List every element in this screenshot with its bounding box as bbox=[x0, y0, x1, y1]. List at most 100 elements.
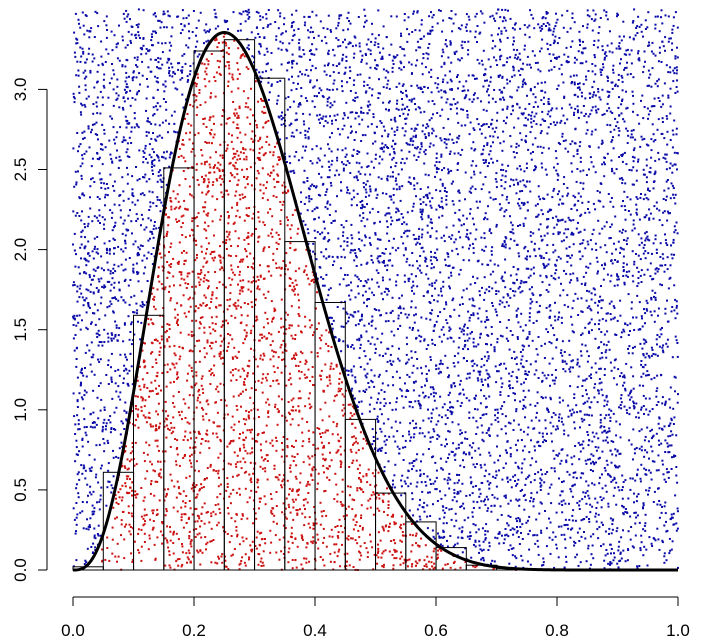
accepted-point bbox=[229, 441, 232, 444]
rejected-point bbox=[574, 542, 577, 544]
rejected-point bbox=[475, 463, 478, 465]
rejected-point bbox=[456, 76, 458, 78]
rejected-point bbox=[573, 455, 576, 458]
rejected-point bbox=[620, 112, 623, 115]
rejected-point bbox=[342, 325, 345, 328]
rejected-point bbox=[613, 366, 616, 369]
rejected-point bbox=[385, 69, 388, 72]
rejected-point bbox=[166, 10, 169, 13]
rejected-point bbox=[601, 299, 604, 302]
rejected-point bbox=[386, 293, 389, 296]
rejected-point bbox=[286, 61, 289, 64]
accepted-point bbox=[199, 316, 202, 319]
rejected-point bbox=[484, 498, 486, 501]
rejected-point bbox=[478, 307, 481, 310]
rejected-point bbox=[291, 61, 294, 64]
rejected-point bbox=[73, 31, 76, 34]
rejected-point bbox=[441, 81, 444, 83]
rejected-point bbox=[542, 557, 545, 560]
rejected-point bbox=[611, 112, 614, 114]
accepted-point bbox=[381, 525, 384, 528]
rejected-point bbox=[534, 473, 537, 475]
rejected-point bbox=[649, 166, 652, 169]
rejected-point bbox=[666, 143, 669, 146]
rejected-point bbox=[453, 308, 456, 311]
rejected-point bbox=[145, 48, 148, 50]
rejected-point bbox=[522, 83, 524, 86]
rejected-point bbox=[280, 114, 283, 117]
rejected-point bbox=[133, 126, 136, 129]
accepted-point bbox=[158, 354, 161, 356]
rejected-point bbox=[450, 17, 453, 20]
rejected-point bbox=[93, 57, 96, 60]
accepted-point bbox=[244, 148, 247, 151]
rejected-point bbox=[540, 47, 543, 50]
rejected-point bbox=[492, 270, 495, 273]
rejected-point bbox=[619, 397, 622, 400]
accepted-point bbox=[154, 480, 157, 483]
rejected-point bbox=[400, 485, 403, 488]
rejected-point bbox=[424, 173, 427, 176]
accepted-point bbox=[282, 339, 285, 342]
accepted-point bbox=[196, 73, 199, 76]
rejected-point bbox=[588, 332, 591, 334]
rejected-point bbox=[449, 406, 451, 409]
rejected-point bbox=[97, 252, 100, 255]
rejected-point bbox=[581, 332, 584, 335]
rejected-point bbox=[668, 37, 671, 40]
accepted-point bbox=[203, 356, 206, 359]
rejected-point bbox=[671, 516, 674, 519]
accepted-point bbox=[188, 516, 191, 519]
accepted-point bbox=[284, 332, 287, 335]
accepted-point bbox=[246, 116, 249, 119]
rejected-point bbox=[482, 559, 485, 562]
rejected-point bbox=[110, 428, 113, 431]
accepted-point bbox=[243, 302, 246, 304]
rejected-point bbox=[661, 224, 664, 227]
rejected-point bbox=[342, 53, 345, 56]
rejected-point bbox=[546, 244, 549, 247]
accepted-point bbox=[275, 505, 278, 507]
rejected-point bbox=[500, 277, 503, 280]
rejected-point bbox=[413, 177, 415, 180]
rejected-point bbox=[486, 88, 489, 91]
rejected-point bbox=[332, 220, 335, 222]
rejected-point bbox=[592, 44, 595, 46]
accepted-point bbox=[249, 479, 252, 482]
accepted-point bbox=[233, 221, 236, 224]
rejected-point bbox=[567, 415, 570, 418]
rejected-point bbox=[558, 37, 561, 39]
rejected-point bbox=[382, 355, 384, 357]
rejected-point bbox=[619, 62, 621, 65]
rejected-point bbox=[381, 57, 384, 60]
rejected-point bbox=[573, 540, 576, 543]
rejected-point bbox=[556, 88, 559, 90]
rejected-point bbox=[413, 188, 416, 190]
rejected-point bbox=[114, 320, 117, 323]
rejected-point bbox=[564, 518, 567, 521]
rejected-point bbox=[456, 400, 459, 403]
rejected-point bbox=[335, 65, 338, 67]
rejected-point bbox=[395, 188, 398, 191]
rejected-point bbox=[420, 366, 423, 369]
rejected-point bbox=[674, 335, 677, 338]
rejected-point bbox=[591, 544, 594, 547]
rejected-point bbox=[456, 542, 459, 545]
rejected-point bbox=[502, 130, 505, 133]
accepted-point bbox=[176, 510, 179, 513]
rejected-point bbox=[565, 461, 568, 464]
rejected-point bbox=[669, 139, 672, 141]
accepted-point bbox=[245, 436, 247, 439]
rejected-point bbox=[448, 391, 451, 394]
rejected-point bbox=[326, 202, 329, 205]
rejected-point bbox=[575, 477, 578, 480]
rejected-point bbox=[129, 104, 132, 107]
accepted-point bbox=[272, 365, 275, 368]
accepted-point bbox=[151, 509, 154, 512]
accepted-point bbox=[152, 512, 154, 515]
rejected-point bbox=[276, 81, 279, 83]
rejected-point bbox=[661, 94, 664, 97]
rejected-point bbox=[566, 260, 569, 263]
rejected-point bbox=[546, 21, 549, 24]
accepted-point bbox=[266, 135, 269, 138]
